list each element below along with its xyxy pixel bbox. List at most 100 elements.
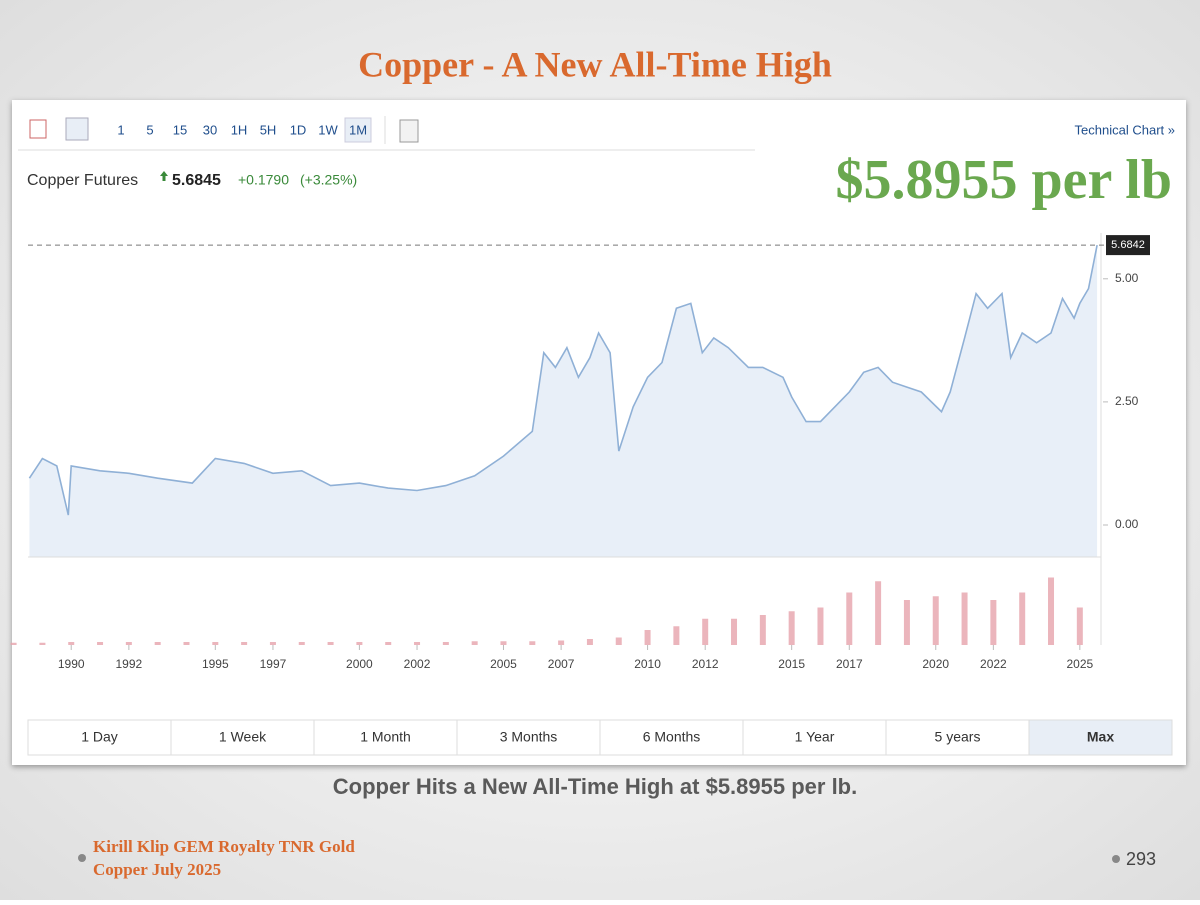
volume-bar (558, 640, 565, 645)
volume-bar (298, 642, 305, 645)
x-tick-label: 1992 (116, 657, 143, 671)
x-tick-label: 2010 (634, 657, 661, 671)
x-tick-label: 2005 (490, 657, 517, 671)
volume-bar (154, 642, 161, 645)
volume-bar (97, 642, 104, 645)
toolbar-button: 15 (173, 122, 187, 137)
toolbar-button: 1D (290, 122, 307, 137)
toolbar-button: 30 (203, 122, 217, 137)
bullet (78, 854, 86, 862)
range-label: 1 Month (360, 729, 411, 745)
range-label: Max (1087, 729, 1114, 745)
price-line (28, 244, 1098, 516)
volume-bar (471, 641, 478, 645)
x-tick-label: 1990 (58, 657, 85, 671)
toolbar-button: 1H (231, 122, 248, 137)
volume-bar (327, 642, 334, 645)
range-label: 3 Months (500, 729, 558, 745)
volume-bar (1076, 607, 1083, 645)
area (29, 245, 1098, 557)
volume-bar (586, 639, 593, 645)
volume-bar (385, 642, 392, 645)
volume-bar (125, 642, 132, 645)
volume-bar (615, 637, 622, 645)
y-tick-label: 0.00 (1115, 517, 1139, 531)
change: +0.1790 (238, 172, 289, 188)
range-button[interactable] (170, 719, 315, 756)
volume-bar (961, 592, 968, 645)
volume-bar (356, 642, 363, 645)
volume-bar (442, 642, 449, 645)
caption: Copper Hits a New All-Time High at $5.89… (333, 774, 857, 799)
x-tick-label: 2020 (922, 657, 949, 671)
x-tick-label: 2000 (346, 657, 373, 671)
x-tick-label: 1995 (202, 657, 229, 671)
x-tick-label: 2022 (980, 657, 1007, 671)
volume-bar (644, 630, 651, 645)
volume-bar (932, 596, 939, 645)
x-tick-label: 2012 (692, 657, 719, 671)
toolbar-icon (65, 117, 89, 141)
range-label: 1 Week (219, 729, 267, 745)
range-button[interactable] (1028, 719, 1173, 756)
range-label: 1 Year (795, 729, 835, 745)
volume-bar (875, 581, 882, 645)
page-number: 293 (1126, 849, 1156, 869)
volume-bar (702, 618, 709, 645)
footer-line: Kirill Klip GEM Royalty TNR Gold (93, 837, 355, 856)
range-label: 5 years (935, 729, 981, 745)
range-button[interactable] (27, 719, 172, 756)
volume-bar (500, 641, 507, 645)
volume-bar (1048, 577, 1055, 645)
volume-bar (673, 626, 680, 645)
volume-bar (990, 600, 997, 645)
x-tick-label: 2017 (836, 657, 863, 671)
y-tick-label: 2.50 (1115, 394, 1139, 408)
volume-bar (731, 618, 738, 645)
up-arrow (160, 171, 168, 181)
volume-bar (529, 641, 536, 645)
y-tick-label: 5.00 (1115, 271, 1139, 285)
toolbar-button: 1 (117, 122, 124, 137)
range-button[interactable] (599, 719, 744, 756)
volume-bar (788, 611, 795, 645)
last-price-tag (1106, 235, 1150, 256)
volume-bar (68, 642, 75, 645)
range-button[interactable] (885, 719, 1030, 756)
x-tick-label: 2015 (778, 657, 805, 671)
volume-bar (759, 615, 766, 645)
volume-bar (269, 642, 276, 645)
annotation: $5.8955 per lb (835, 149, 1172, 211)
x-tick-label: 1997 (260, 657, 287, 671)
change-pct: (+3.25%) (300, 172, 357, 188)
toolbar-icon (29, 119, 47, 139)
x-tick-label: 2025 (1066, 657, 1093, 671)
toolbar-active (344, 117, 372, 143)
x-tick-label: 2007 (548, 657, 575, 671)
volume-bar (39, 642, 46, 645)
footer-line: Copper July 2025 (93, 860, 221, 879)
range-button[interactable] (313, 719, 458, 756)
volume-bar (903, 600, 910, 645)
slide-title: Copper - A New All-Time High (358, 44, 832, 84)
volume-bar (846, 592, 853, 645)
toolbar-button: 1W (318, 122, 338, 137)
range-label: 1 Day (81, 729, 118, 745)
last-price-label: 5.6842 (1111, 239, 1145, 251)
technical-link: Technical Chart » (1075, 122, 1175, 137)
chart: 1 5 15 30 1H 5H 1D 1W 1M Technical Chart »Copper … (10, 116, 1183, 756)
volume-bar (241, 642, 248, 645)
range-button[interactable] (742, 719, 887, 756)
range-label: 6 Months (643, 729, 701, 745)
volume-bar (212, 642, 219, 645)
x-tick-label: 2002 (404, 657, 431, 671)
volume-bar (1019, 592, 1026, 645)
price: 5.6845 (172, 172, 221, 189)
instrument-name: Copper Futures (27, 172, 138, 189)
toolbar-button: 5 (146, 122, 153, 137)
volume-bar (414, 642, 421, 645)
toolbar-button: 5H (260, 122, 277, 137)
volume-bar (183, 642, 190, 645)
